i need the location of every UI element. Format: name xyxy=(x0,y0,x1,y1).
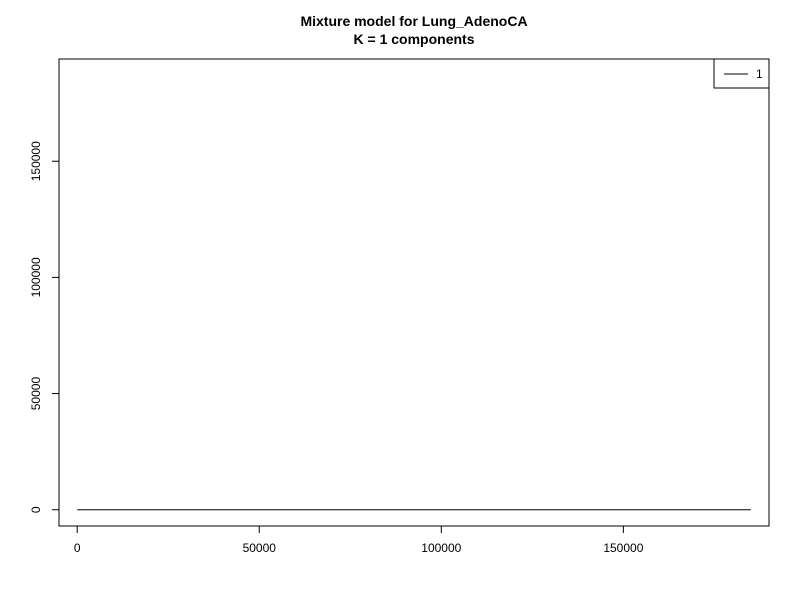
y-axis: 0 50000 100000 150000 xyxy=(29,141,60,513)
legend: 1 xyxy=(713,58,770,89)
y-tick-label: 150000 xyxy=(29,141,43,181)
y-tick-label: 0 xyxy=(29,506,43,513)
y-tick-label: 100000 xyxy=(29,257,43,297)
x-tick-label: 100000 xyxy=(421,541,461,555)
x-tick-label: 0 xyxy=(74,541,81,555)
y-tick-label: 50000 xyxy=(29,377,43,411)
legend-label: 1 xyxy=(756,67,763,81)
plot-frame xyxy=(58,58,770,527)
x-tick-label: 50000 xyxy=(243,541,277,555)
x-axis: 0 50000 100000 150000 xyxy=(74,525,644,555)
x-tick-label: 150000 xyxy=(603,541,643,555)
chart-title: Mixture model for Lung_AdenoCA xyxy=(300,13,527,29)
chart-subtitle: K = 1 components xyxy=(354,31,475,47)
